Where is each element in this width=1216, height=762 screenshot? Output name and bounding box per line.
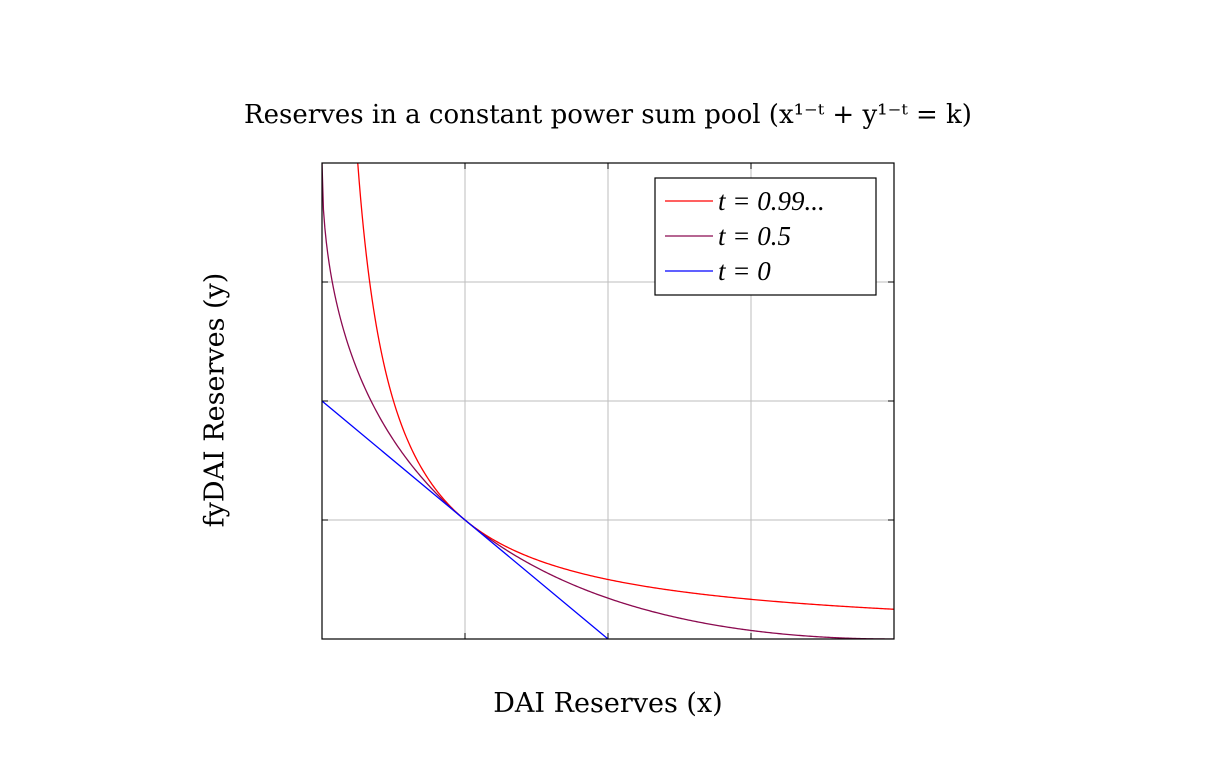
axes-frame: [321, 162, 895, 640]
series-line-2: [322, 163, 894, 639]
legend-label-1: t = 0.99...: [718, 186, 825, 216]
series-group: [322, 163, 894, 639]
x-axis-label: DAI Reserves (x): [493, 688, 723, 719]
legend-label-2: t = 0.5: [718, 221, 791, 251]
legend-label-3: t = 0: [718, 256, 771, 286]
series-line-3: [322, 400, 609, 639]
series-line-1: [357, 163, 894, 610]
chart-title: Reserves in a constant power sum pool (x…: [244, 100, 972, 130]
